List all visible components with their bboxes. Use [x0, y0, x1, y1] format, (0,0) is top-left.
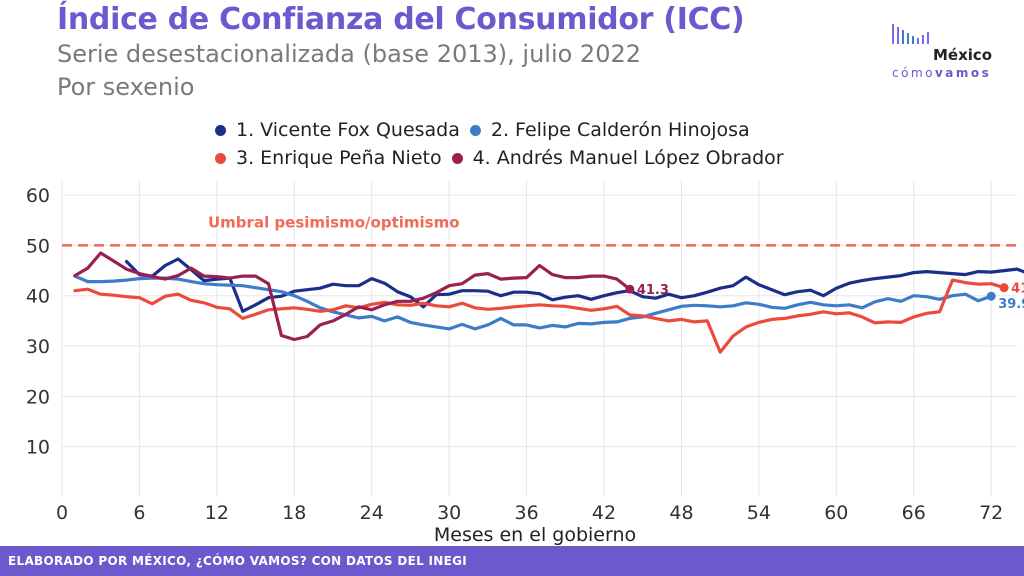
y-tick-label: 30 [26, 336, 50, 358]
chart-subtitle-period: Por sexenio [57, 73, 195, 101]
x-tick-label: 36 [515, 502, 539, 524]
footer-credit: ELABORADO POR MÉXICO, ¿CÓMO VAMOS? CON D… [8, 554, 468, 568]
series-end-label-pena: 41.6 [1011, 282, 1024, 297]
chart-subtitle: Serie desestacionalizada (base 2013), ju… [57, 40, 642, 68]
legend-dot-pena [215, 152, 226, 164]
x-axis-label: Meses en el gobierno [434, 524, 636, 546]
series-line-fox [124, 257, 1024, 313]
x-tick-label: 18 [282, 502, 306, 524]
x-tick-label: 12 [205, 502, 229, 524]
legend-label-calderon: 2. Felipe Calderón Hinojosa [490, 119, 750, 141]
legend-row-2: 3. Enrique Peña Nieto 4. Andrés Manuel L… [215, 144, 895, 172]
legend-label-fox: 1. Vicente Fox Quesada [236, 119, 460, 141]
x-tick-label: 30 [437, 502, 461, 524]
legend-row-1: 1. Vicente Fox Quesada 2. Felipe Calderó… [215, 116, 895, 144]
x-tick-label: 6 [133, 502, 145, 524]
x-tick-label: 0 [56, 502, 68, 524]
footer-bar: ELABORADO POR MÉXICO, ¿CÓMO VAMOS? CON D… [0, 546, 1024, 576]
legend-label-pena: 3. Enrique Peña Nieto [236, 147, 442, 169]
y-tick-label: 10 [26, 437, 50, 459]
x-tick-label: 48 [669, 502, 693, 524]
series-line-amlo [73, 251, 632, 342]
logo-name: México [933, 46, 993, 64]
logo-tagline: cómovamos [892, 66, 991, 80]
legend-dot-amlo [451, 152, 463, 164]
logo-bars-icon [892, 24, 929, 44]
logo-tagline-light: cómo [892, 66, 935, 80]
x-tick-label: 66 [902, 502, 926, 524]
series-end-point-amlo [625, 284, 635, 294]
legend: 1. Vicente Fox Quesada 2. Felipe Calderó… [215, 116, 895, 172]
series-line-pena [73, 278, 1006, 354]
legend-item-calderon: 2. Felipe Calderón Hinojosa [469, 119, 750, 141]
x-tick-label: 72 [979, 502, 1003, 524]
threshold-label: Umbral pesimismo/optimismo [208, 213, 460, 231]
mexico-como-vamos-logo [892, 24, 929, 44]
x-tick-label: 24 [360, 502, 384, 524]
x-axis-ticks: 0 6 12 18 24 30 36 42 48 54 60 66 72 [56, 502, 1003, 524]
chart-series [73, 251, 1024, 354]
legend-item-amlo: 4. Andrés Manuel López Obrador [451, 147, 784, 169]
x-tick-label: 54 [747, 502, 771, 524]
series-end-label-amlo: 41.3 [637, 283, 669, 298]
chart-title: Índice de Confianza del Consumidor (ICC) [57, 2, 745, 37]
y-tick-label: 50 [26, 235, 50, 257]
legend-item-fox: 1. Vicente Fox Quesada [215, 119, 460, 141]
threshold-group: Umbral pesimismo/optimismo [62, 213, 1017, 247]
line-chart: 10 20 30 40 50 60 0 6 12 18 24 30 36 42 48 54 60 66 72 Um… [26, 180, 1024, 546]
y-tick-label: 60 [26, 185, 50, 207]
x-tick-label: 60 [824, 502, 848, 524]
logo-tagline-bold: vamos [934, 66, 992, 80]
x-tick-label: 42 [592, 502, 616, 524]
series-end-point-calderon [986, 291, 996, 301]
legend-label-amlo: 4. Andrés Manuel López Obrador [472, 147, 784, 169]
chart-gridlines [61, 180, 1017, 497]
series-end-label-calderon: 39.9 [998, 297, 1024, 312]
y-tick-label: 40 [26, 286, 50, 308]
series-line-calderon [73, 274, 993, 331]
y-tick-label: 20 [26, 386, 50, 408]
legend-dot-fox [215, 124, 226, 136]
series-end-point-pena [999, 283, 1009, 293]
end-labels: 44.339.941.641.3 [637, 282, 1024, 313]
y-axis-ticks: 10 20 30 40 50 60 [26, 185, 50, 459]
legend-dot-calderon [469, 124, 481, 136]
legend-item-pena: 3. Enrique Peña Nieto [215, 147, 442, 169]
